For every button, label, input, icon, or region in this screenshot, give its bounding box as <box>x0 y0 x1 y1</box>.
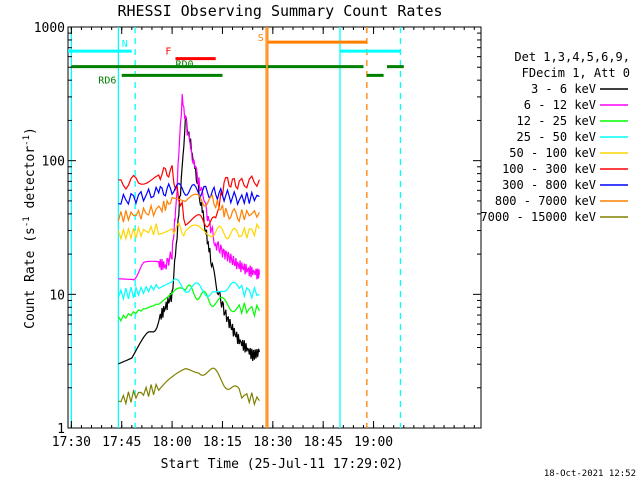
x-tick-label: 18:30 <box>253 435 292 450</box>
y-tick-label: 10 <box>49 288 65 303</box>
x-tick-label: 19:00 <box>354 435 393 450</box>
x-tick-label: 18:45 <box>304 435 343 450</box>
legend-entry-label: 100 - 300 keV <box>502 162 596 176</box>
legend-entry-label: 50 - 100 keV <box>509 146 596 160</box>
series-line <box>118 182 260 207</box>
y-axis-label-sup2: -1 <box>22 135 32 146</box>
x-axis-label: Start Time (25-Jul-11 17:29:02) <box>161 457 404 472</box>
series-line <box>118 94 260 281</box>
y-tick-label: 1000 <box>34 21 65 36</box>
y-axis-label-end: ) <box>23 127 38 135</box>
x-tick-label: 18:00 <box>153 435 192 450</box>
mode-bar-label: F <box>165 47 171 58</box>
y-tick-label: 100 <box>42 155 65 170</box>
legend-entry-label: 6 - 12 keV <box>524 98 596 112</box>
y-axis-label-main: Count Rate (s <box>23 227 38 329</box>
x-tick-label: 18:15 <box>203 435 242 450</box>
series-line <box>117 222 260 242</box>
legend-header-2: FDecim 1, Att 0 <box>522 66 630 80</box>
legend-entry-label: 25 - 50 keV <box>517 130 596 144</box>
x-axis: 17:30 17:45 18:00 18:15 18:30 18:45 19:00 <box>52 27 475 450</box>
plot-frame <box>67 26 482 429</box>
x-tick-label: 17:30 <box>52 435 91 450</box>
mode-indicator-bars: N S F RD0 RD6 <box>68 33 404 86</box>
legend: Det 1,3,4,5,6,9, FDecim 1, Att 0 3 - 6 k… <box>480 50 630 224</box>
legend-entry-label: 3 - 6 keV <box>531 82 596 96</box>
timestamp: 18-Oct-2021 12:52 <box>544 469 636 479</box>
y-axis: 1 10 100 1000 <box>34 21 481 437</box>
series-line <box>118 165 260 228</box>
legend-entry-label: 800 - 7000 keV <box>495 194 596 208</box>
legend-entry-label: 12 - 25 keV <box>517 114 596 128</box>
mode-bar-label: RD0 <box>175 60 193 71</box>
legend-header-1: Det 1,3,4,5,6,9, <box>514 50 630 64</box>
y-axis-label: Count Rate (s-1 detector-1) <box>22 127 38 329</box>
series-line <box>118 367 260 407</box>
mode-bar-label: RD6 <box>98 75 116 86</box>
y-axis-label-mid: detector <box>23 146 38 217</box>
chart-title: RHESSI Observing Summary Count Rates <box>117 2 442 20</box>
legend-entry-label: 7000 - 15000 keV <box>480 210 596 224</box>
series-line <box>117 278 260 302</box>
y-axis-label-sup1: -1 <box>22 216 32 227</box>
x-tick-label: 17:45 <box>102 435 141 450</box>
series-line <box>117 284 260 323</box>
series-line <box>118 115 260 365</box>
count-rate-series <box>117 94 260 407</box>
series-line <box>117 193 260 223</box>
mode-bar-label: N <box>122 39 128 50</box>
y-tick-label: 1 <box>57 422 65 437</box>
mode-boundary-lines <box>70 27 402 428</box>
mode-bar-label: S <box>258 33 264 44</box>
legend-entry-label: 300 - 800 keV <box>502 178 596 192</box>
